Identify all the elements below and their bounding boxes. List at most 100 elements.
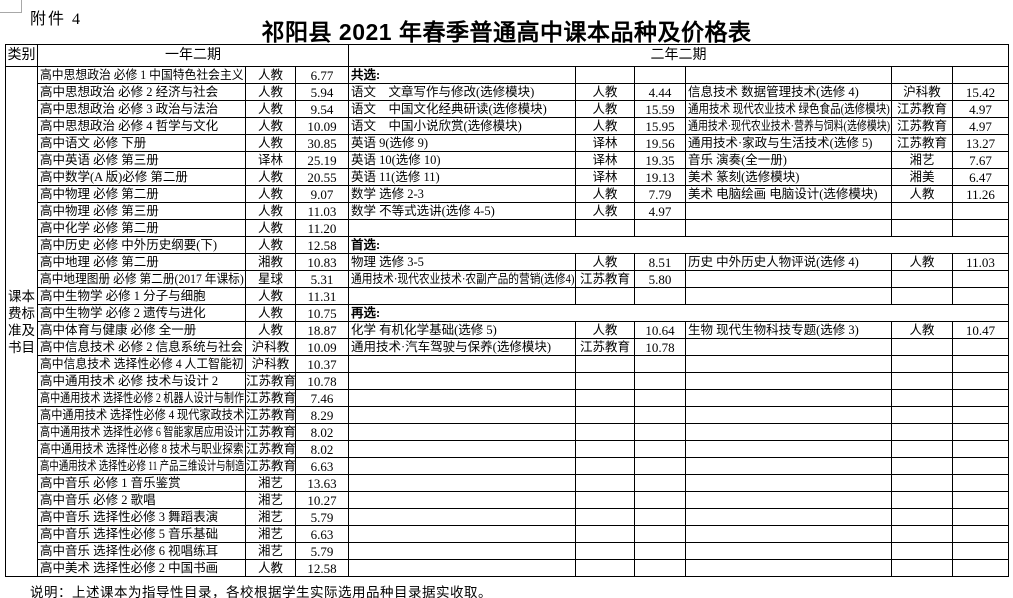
term1-publisher-cell: 沪科教 — [245, 338, 296, 356]
term2-second-book-title-cell: 通用技术·现代农业技术·营养与饲料(选修模块) — [685, 117, 892, 135]
term1-book-title-cell: 高中通用技术 必修 技术与设计 2 — [37, 372, 246, 390]
term2-second-price-cell: 15.42 — [952, 83, 1009, 101]
table-row: 高中物理 必修 第三册 人教 11.03 数学 不等式选讲(选修 4-5) 人教 4.97 — [6, 202, 1009, 220]
term2-second-book-title-cell — [685, 474, 892, 492]
term2-first-price-cell — [634, 423, 686, 441]
term2-first-publisher-cell: 译林 — [575, 168, 635, 186]
term1-book-title-cell: 高中地理 必修 第二册 — [37, 253, 246, 271]
term1-publisher-cell: 人教 — [245, 219, 296, 237]
table-row: 高中生物学 必修 1 分子与细胞 人教 11.31 — [6, 287, 1009, 305]
term1-book-title-cell: 高中音乐 必修 2 歌唱 — [37, 491, 246, 509]
term1-publisher-cell: 人教 — [245, 304, 296, 322]
term2-first-publisher-cell — [575, 66, 635, 84]
term1-book-title-cell: 高中音乐 选择性必修 5 音乐基础 — [37, 525, 246, 543]
term2-first-price-cell: 10.78 — [634, 338, 686, 356]
term2-second-publisher-cell: 江苏教育 — [891, 134, 953, 152]
term2-first-publisher-cell: 人教 — [575, 253, 635, 271]
table-row: 高中语文 必修 下册 人教 30.85 英语 9(选修 9) 译林 19.56 通用技术·家… — [6, 134, 1009, 152]
term1-price-cell: 8.02 — [295, 423, 349, 441]
term2-first-publisher-cell: 人教 — [575, 100, 635, 118]
term2-second-price-cell — [952, 355, 1009, 373]
term2-second-publisher-cell — [891, 491, 953, 509]
term1-book-title-cell: 高中音乐 必修 1 音乐鉴赏 — [37, 474, 246, 492]
table-row: 高中物理 必修 第二册 人教 9.07 数学 选修 2-3 人教 7.79 美术 电脑绘画 … — [6, 185, 1009, 203]
term1-book-title-cell: 高中英语 必修 第三册 — [37, 151, 246, 169]
term2-second-price-cell — [952, 559, 1009, 577]
term1-publisher-cell: 人教 — [245, 202, 296, 220]
term2-second-publisher-cell: 江苏教育 — [891, 100, 953, 118]
term1-price-cell: 8.29 — [295, 406, 349, 424]
term2-first-price-cell: 4.44 — [634, 83, 686, 101]
term2-second-book-title-cell — [685, 491, 892, 509]
term2-second-price-cell — [952, 440, 1009, 458]
term1-publisher-cell: 湘艺 — [245, 491, 296, 509]
term1-publisher-cell: 译林 — [245, 151, 296, 169]
term2-second-price-cell — [952, 457, 1009, 475]
term1-price-cell: 20.55 — [295, 168, 349, 186]
term2-second-price-cell — [952, 508, 1009, 526]
term2-first-price-cell: 4.97 — [634, 202, 686, 220]
term2-first-price-cell — [634, 542, 686, 560]
term2-second-price-cell — [952, 423, 1009, 441]
term1-price-cell: 10.83 — [295, 253, 349, 271]
term2-first-book-title-cell — [348, 355, 576, 373]
term2-second-publisher-cell — [891, 372, 953, 390]
term1-price-cell: 10.75 — [295, 304, 349, 322]
term1-publisher-cell: 人教 — [245, 287, 296, 305]
term2-second-book-title-cell — [685, 457, 892, 475]
term1-publisher-cell: 人教 — [245, 100, 296, 118]
term1-price-cell: 11.31 — [295, 287, 349, 305]
term1-book-title-cell: 高中信息技术 必修 2 信息系统与社会 — [37, 338, 246, 356]
table-row: 高中美术 选择性必修 2 中国书画 人教 12.58 — [6, 559, 1009, 577]
term1-price-cell: 30.85 — [295, 134, 349, 152]
term1-publisher-cell: 江苏教育 — [245, 423, 296, 441]
term1-publisher-cell: 湘艺 — [245, 542, 296, 560]
term2-second-book-title-cell — [685, 559, 892, 577]
term2-second-publisher-cell: 沪科教 — [891, 83, 953, 101]
term1-price-cell: 11.03 — [295, 202, 349, 220]
term2-first-price-cell — [634, 66, 686, 84]
table-row: 高中地理 必修 第二册 湘教 10.83 物理 选修 3-5 人教 8.51 历史 中外历史… — [6, 253, 1009, 271]
term2-second-book-title-cell — [685, 423, 892, 441]
term2-second-publisher-cell — [891, 559, 953, 577]
term2-first-publisher-cell: 人教 — [575, 321, 635, 339]
term2-first-book-title-cell — [348, 406, 576, 424]
table-row: 高中音乐 选择性必修 5 音乐基础 湘艺 6.63 — [6, 525, 1009, 543]
term2-second-book-title-cell — [685, 389, 892, 407]
price-table: 类别 一年二期 二年二期 课本费标准及书目 高中思想政治 必修 1 中国特色社会主… — [5, 44, 1009, 577]
term2-first-book-title-cell — [348, 389, 576, 407]
term2-second-publisher-cell — [891, 202, 953, 220]
term1-book-title-cell: 高中通用技术 选择性必修 2 机器人设计与制作 — [37, 389, 246, 407]
term1-publisher-cell: 人教 — [245, 321, 296, 339]
term1-publisher-cell: 湘艺 — [245, 508, 296, 526]
term2-first-book-title-cell — [348, 542, 576, 560]
term1-price-cell: 10.27 — [295, 491, 349, 509]
term2-second-book-title-cell — [685, 202, 892, 220]
term2-second-publisher-cell: 人教 — [891, 321, 953, 339]
term2-first-publisher-cell — [575, 389, 635, 407]
term2-second-publisher-cell — [891, 423, 953, 441]
term1-publisher-cell: 江苏教育 — [245, 372, 296, 390]
term2-second-book-title-cell — [685, 219, 892, 237]
table-row: 课本费标准及书目 高中思想政治 必修 1 中国特色社会主义 人教 6.77 共选: — [5, 66, 1009, 577]
table-row: 高中通用技术 选择性必修 4 现代家政技术 江苏教育 8.29 — [6, 406, 1009, 424]
term2-second-publisher-cell — [891, 525, 953, 543]
term2-first-book-title-cell: 数学 不等式选讲(选修 4-5) — [348, 202, 576, 220]
term2-first-publisher-cell — [575, 372, 635, 390]
term1-price-cell: 7.46 — [295, 389, 349, 407]
term1-price-cell: 10.37 — [295, 355, 349, 373]
term2-second-price-cell — [952, 389, 1009, 407]
table-row: 高中思想政治 必修 3 政治与法治 人教 9.54 语文 中国文化经典研读(选修模块)… — [6, 100, 1009, 118]
term2-first-publisher-cell — [575, 219, 635, 237]
term1-book-title-cell: 高中通用技术 选择性必修 4 现代家政技术 — [37, 406, 246, 424]
term1-book-title-cell: 高中通用技术 选择性必修 11 产品三维设计与制造 — [37, 457, 246, 475]
term2-first-price-cell: 8.51 — [634, 253, 686, 271]
term2-second-book-title-cell: 美术 篆刻(选修模块) — [685, 168, 892, 186]
term1-publisher-cell: 江苏教育 — [245, 389, 296, 407]
term2-first-book-title-cell — [348, 559, 576, 577]
table-row: 高中历史 必修 中外历史纲要(下) 人教 12.58 首选: — [6, 236, 1009, 254]
term2-second-book-title-cell: 生物 现代生物科技专题(选修 3) — [685, 321, 892, 339]
term1-book-title-cell: 高中通用技术 选择性必修 6 智能家居应用设计 — [37, 423, 246, 441]
term2-second-price-cell — [952, 219, 1009, 237]
table-row: 高中通用技术 选择性必修 11 产品三维设计与制造 江苏教育 6.63 — [6, 457, 1009, 475]
